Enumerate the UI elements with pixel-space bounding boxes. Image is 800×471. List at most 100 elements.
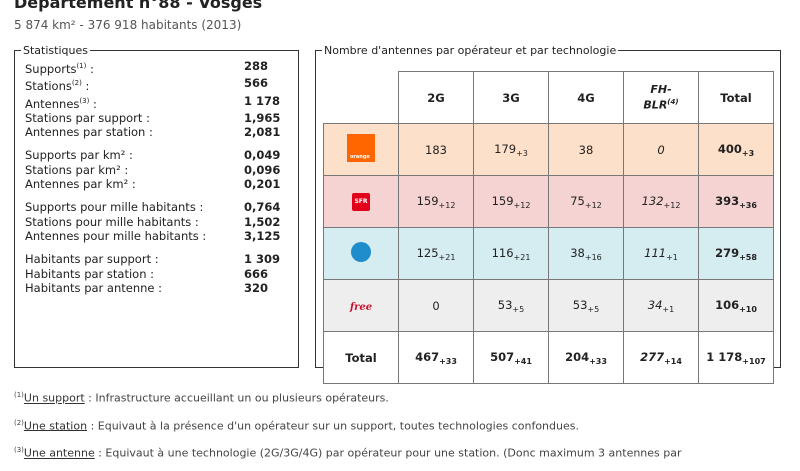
stat-suffix: : bbox=[89, 96, 97, 111]
table-row-orange: orange 183 179+3 38 0 400+3 bbox=[323, 123, 774, 176]
cell: 159+12 bbox=[473, 175, 549, 228]
orange-logo-text: orange bbox=[350, 154, 370, 160]
cell: 116+21 bbox=[473, 227, 549, 280]
cell-value: 34 bbox=[647, 297, 663, 312]
stat-label: Supports par km² : bbox=[25, 148, 133, 163]
stat-row: Stations pour mille habitants : 1,502 bbox=[15, 215, 298, 230]
footnote-text: : Equivaut à une technologie (2G/3G/4G) … bbox=[94, 446, 682, 460]
stat-gap bbox=[15, 244, 298, 253]
footnote-text: : Infrastructure accueillant un ou plusi… bbox=[84, 391, 389, 405]
footnote-sup: (1) bbox=[14, 391, 24, 399]
cell-delta: +3 bbox=[741, 148, 755, 158]
stat-value: 0,096 bbox=[244, 162, 281, 177]
sfr-logo-cell: SFR bbox=[323, 175, 399, 228]
cell-delta: +10 bbox=[739, 304, 757, 314]
table-header-row: 2G 3G 4G FH- BLR(4) Total bbox=[324, 71, 774, 124]
cell-total: 400+3 bbox=[698, 123, 774, 176]
cell-value: 393 bbox=[715, 193, 740, 208]
cell: 53+5 bbox=[473, 279, 549, 332]
stat-label: Stations par support : bbox=[25, 110, 150, 125]
cell-value: 507 bbox=[490, 349, 515, 364]
stat-value: 3,125 bbox=[244, 229, 281, 244]
cell-delta: +36 bbox=[739, 200, 757, 210]
col-header-fh-blr: FH- BLR(4) bbox=[623, 71, 699, 124]
table-row-free: free 0 53+5 53+5 34+1 106+10 bbox=[323, 279, 774, 332]
stat-suffix: : bbox=[86, 61, 94, 76]
bouygues-logo-icon bbox=[351, 242, 371, 262]
stat-value: 0,049 bbox=[244, 148, 281, 163]
cell-value: 277 bbox=[640, 349, 665, 364]
stat-value: 1,965 bbox=[244, 110, 281, 125]
col-header-4g: 4G bbox=[548, 71, 624, 124]
free-logo-icon: free bbox=[349, 301, 373, 313]
cell-delta: +33 bbox=[439, 356, 457, 366]
cell: 159+12 bbox=[398, 175, 474, 228]
stat-row: Antennes par station : 2,081 bbox=[15, 125, 298, 140]
cell-value: 75 bbox=[570, 193, 585, 208]
cell-value: 116 bbox=[491, 245, 514, 260]
footnote-2: (2)Une station : Equivaut à la présence … bbox=[14, 416, 682, 434]
stat-label: Antennes par station : bbox=[25, 125, 153, 140]
stats-legend: Statistiques bbox=[23, 44, 88, 57]
page-subtitle: 5 874 km² - 376 918 habitants (2013) bbox=[14, 18, 242, 32]
stat-row: Supports(1) : 288 bbox=[15, 59, 298, 76]
cell: 34+1 bbox=[623, 279, 699, 332]
cell-total: 393+36 bbox=[698, 175, 774, 228]
table-row-total: Total 467+33 507+41 204+33 277+14 1 178+… bbox=[323, 331, 774, 384]
cell-value: 111 bbox=[644, 245, 667, 260]
footnote-link[interactable]: Un support bbox=[23, 391, 85, 405]
cell: 125+21 bbox=[398, 227, 474, 280]
stat-label: Habitants par support : bbox=[25, 252, 159, 267]
footnote-link[interactable]: Une station bbox=[23, 419, 88, 433]
stat-value: 1,502 bbox=[244, 214, 281, 229]
stat-label: Supports pour mille habitants : bbox=[25, 200, 204, 215]
cell-delta: +41 bbox=[514, 356, 532, 366]
stats-panel: Statistiques Supports(1) : 288 Stations(… bbox=[14, 44, 299, 368]
footnote-sup: (3) bbox=[14, 446, 24, 455]
cell-delta: +1 bbox=[662, 304, 675, 314]
cell-value: 467 bbox=[415, 349, 440, 364]
stat-value: 1 178 bbox=[244, 93, 281, 108]
stat-row: Antennes pour mille habitants : 3,125 bbox=[15, 229, 298, 244]
cell: 183 bbox=[398, 123, 474, 176]
cell-value: 159 bbox=[491, 193, 514, 208]
stat-label: Antennes pour mille habitants : bbox=[25, 229, 207, 244]
cell-total: 467+33 bbox=[398, 331, 474, 384]
stat-row: Antennes par km² : 0,201 bbox=[15, 177, 298, 192]
stat-sup: (2) bbox=[71, 79, 82, 88]
cell-delta: +3 bbox=[516, 148, 528, 158]
cell-value: 53 bbox=[497, 297, 513, 312]
cell-delta: +58 bbox=[739, 252, 757, 262]
cell-value: 38 bbox=[570, 245, 585, 260]
header-blank bbox=[324, 72, 399, 124]
cell: 111+1 bbox=[623, 227, 699, 280]
cell: 0 bbox=[398, 279, 474, 332]
total-label: Total bbox=[323, 331, 399, 384]
cell-total: 204+33 bbox=[548, 331, 624, 384]
sfr-logo-icon: SFR bbox=[352, 193, 370, 211]
cell-delta: +33 bbox=[589, 356, 607, 366]
cell-delta: +1 bbox=[666, 252, 678, 262]
stat-row: Antennes(3) : 1 178 bbox=[15, 94, 298, 111]
cell-value: 400 bbox=[717, 141, 742, 156]
orange-logo-cell: orange bbox=[323, 123, 399, 176]
cell-value: 0 bbox=[657, 142, 665, 157]
col-header-3g: 3G bbox=[473, 71, 549, 124]
stat-value: 2,081 bbox=[244, 125, 281, 140]
stat-row: Stations par support : 1,965 bbox=[15, 111, 298, 126]
footnote-link[interactable]: Une antenne bbox=[23, 446, 95, 460]
col-header-2g: 2G bbox=[398, 71, 474, 124]
cell-value: 279 bbox=[715, 245, 740, 260]
cell-delta: +14 bbox=[664, 356, 682, 366]
table-row-sfr: SFR 159+12 159+12 75+12 132+12 393+36 bbox=[323, 175, 774, 228]
stat-value: 666 bbox=[244, 266, 269, 281]
footnote-3: (3)Une antenne : Equivaut à une technolo… bbox=[14, 443, 682, 461]
blr-label: BLR bbox=[643, 98, 668, 112]
stat-suffix: : bbox=[81, 79, 90, 94]
stat-label: Stations par km² : bbox=[25, 162, 129, 177]
cell: 75+12 bbox=[548, 175, 624, 228]
col-header-total: Total bbox=[698, 71, 774, 124]
cell: 38 bbox=[548, 123, 624, 176]
table-row-bouygues: 125+21 116+21 38+16 111+1 279+58 bbox=[323, 227, 774, 280]
cell: 132+12 bbox=[623, 175, 699, 228]
